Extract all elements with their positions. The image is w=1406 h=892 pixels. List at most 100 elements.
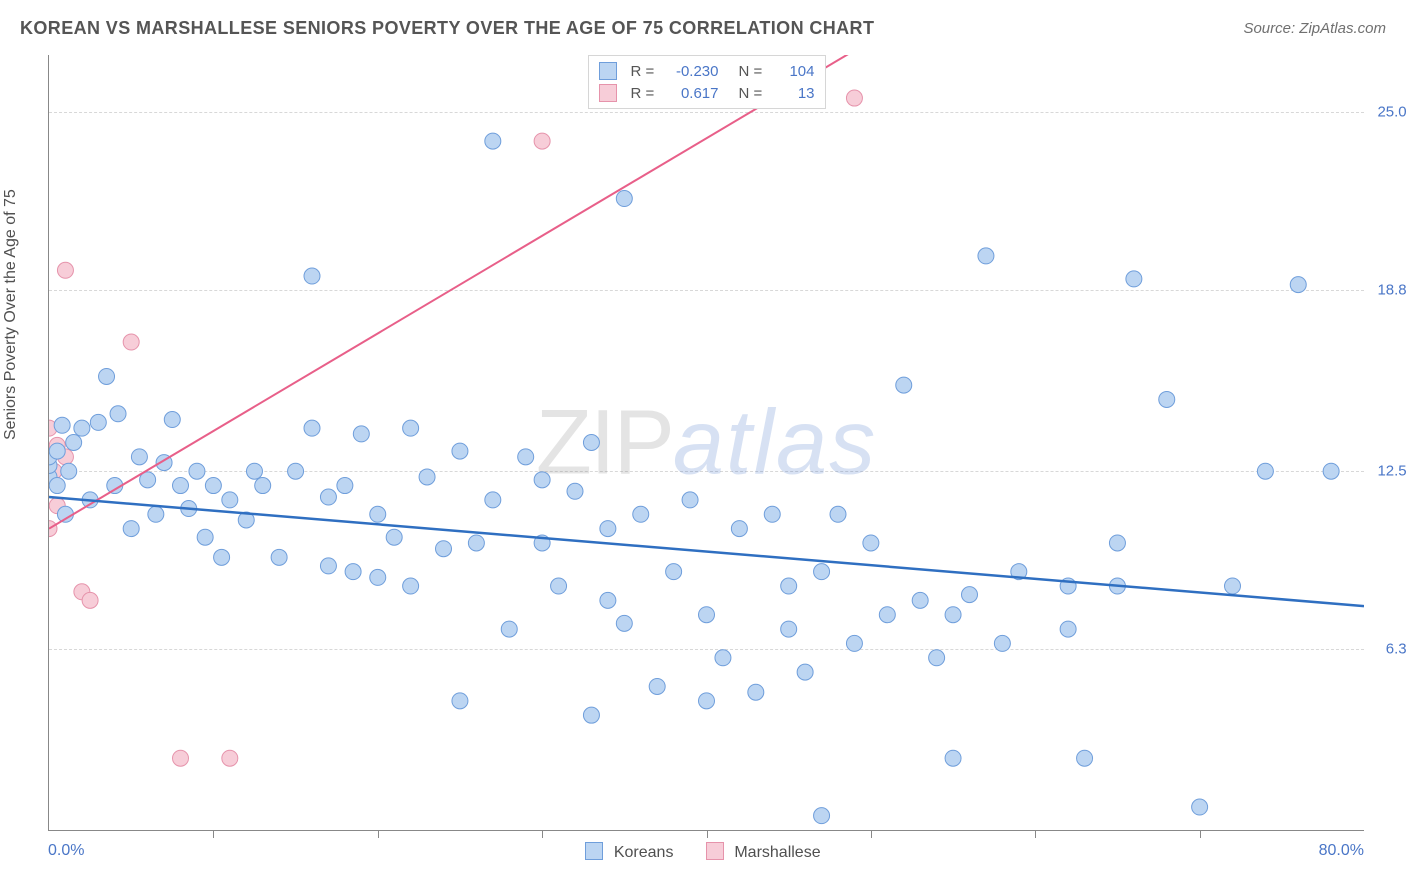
r-value-marshallese: 0.617 — [663, 85, 719, 102]
data-point — [781, 621, 797, 637]
legend-swatch-marshallese — [706, 842, 724, 860]
data-point — [781, 578, 797, 594]
data-point — [74, 420, 90, 436]
data-point — [1060, 621, 1076, 637]
data-point — [370, 569, 386, 585]
n-value-marshallese: 13 — [777, 85, 815, 102]
stats-row-marshallese: R = 0.617 N = 13 — [589, 82, 825, 104]
legend-item-koreans: Koreans — [585, 842, 673, 862]
source-attribution: Source: ZipAtlas.com — [1243, 20, 1386, 37]
data-point — [518, 449, 534, 465]
data-point — [61, 463, 77, 479]
data-point — [764, 506, 780, 522]
data-point — [1257, 463, 1273, 479]
data-point — [164, 412, 180, 428]
data-point — [386, 529, 402, 545]
data-point — [715, 650, 731, 666]
data-point — [205, 478, 221, 494]
xtick — [542, 830, 543, 838]
data-point — [551, 578, 567, 594]
data-point — [222, 750, 238, 766]
legend-swatch-koreans — [585, 842, 603, 860]
data-point — [110, 406, 126, 422]
data-point — [814, 808, 830, 824]
data-point — [748, 684, 764, 700]
legend-label-marshallese: Marshallese — [734, 844, 820, 861]
data-point — [814, 564, 830, 580]
data-point — [1323, 463, 1339, 479]
ytick-label: 25.0% — [1368, 104, 1406, 121]
data-point — [1192, 799, 1208, 815]
r-value-koreans: -0.230 — [663, 63, 719, 80]
bottom-legend: Koreans Marshallese — [0, 842, 1406, 862]
y-axis-label: Seniors Poverty Over the Age of 75 — [2, 189, 20, 440]
data-point — [616, 615, 632, 631]
data-point — [189, 463, 205, 479]
data-point — [896, 377, 912, 393]
data-point — [246, 463, 262, 479]
ytick-label: 18.8% — [1368, 282, 1406, 299]
xtick — [1035, 830, 1036, 838]
data-point — [49, 443, 65, 459]
data-point — [600, 592, 616, 608]
data-point — [173, 750, 189, 766]
data-point — [912, 592, 928, 608]
n-label: N = — [727, 63, 769, 80]
data-point — [271, 549, 287, 565]
header-bar: KOREAN VS MARSHALLESE SENIORS POVERTY OV… — [20, 18, 1386, 46]
xtick — [707, 830, 708, 838]
data-point — [123, 334, 139, 350]
data-point — [452, 693, 468, 709]
data-point — [123, 521, 139, 537]
data-point — [49, 478, 65, 494]
ytick-label: 6.3% — [1368, 641, 1406, 658]
data-point — [797, 664, 813, 680]
swatch-marshallese — [599, 84, 617, 102]
data-point — [485, 492, 501, 508]
data-point — [288, 463, 304, 479]
data-point — [879, 607, 895, 623]
xtick — [213, 830, 214, 838]
data-point — [633, 506, 649, 522]
n-value-koreans: 104 — [777, 63, 815, 80]
trend-line — [49, 497, 1364, 606]
data-point — [994, 635, 1010, 651]
data-point — [436, 541, 452, 557]
xtick — [871, 830, 872, 838]
data-point — [90, 414, 106, 430]
data-point — [945, 750, 961, 766]
data-point — [66, 435, 82, 451]
data-point — [419, 469, 435, 485]
correlation-stats-box: R = -0.230 N = 104 R = 0.617 N = 13 — [588, 55, 826, 109]
legend-label-koreans: Koreans — [614, 844, 674, 861]
data-point — [649, 678, 665, 694]
data-point — [57, 262, 73, 278]
data-point — [583, 707, 599, 723]
data-point — [353, 426, 369, 442]
data-point — [173, 478, 189, 494]
data-point — [962, 587, 978, 603]
chart-title: KOREAN VS MARSHALLESE SENIORS POVERTY OV… — [20, 18, 874, 39]
data-point — [1290, 277, 1306, 293]
data-point — [320, 489, 336, 505]
legend-item-marshallese: Marshallese — [706, 842, 821, 862]
data-point — [666, 564, 682, 580]
data-point — [699, 607, 715, 623]
data-point — [945, 607, 961, 623]
data-point — [197, 529, 213, 545]
data-point — [222, 492, 238, 508]
data-point — [304, 420, 320, 436]
data-point — [370, 506, 386, 522]
r-label: R = — [631, 63, 655, 80]
r-label: R = — [631, 85, 655, 102]
data-point — [345, 564, 361, 580]
data-point — [255, 478, 271, 494]
data-point — [131, 449, 147, 465]
ytick-label: 12.5% — [1368, 463, 1406, 480]
data-point — [583, 435, 599, 451]
xtick — [1200, 830, 1201, 838]
data-point — [485, 133, 501, 149]
data-point — [1225, 578, 1241, 594]
data-point — [501, 621, 517, 637]
plot-area: ZIPatlas R = -0.230 N = 104 R = 0.617 N … — [48, 55, 1364, 831]
